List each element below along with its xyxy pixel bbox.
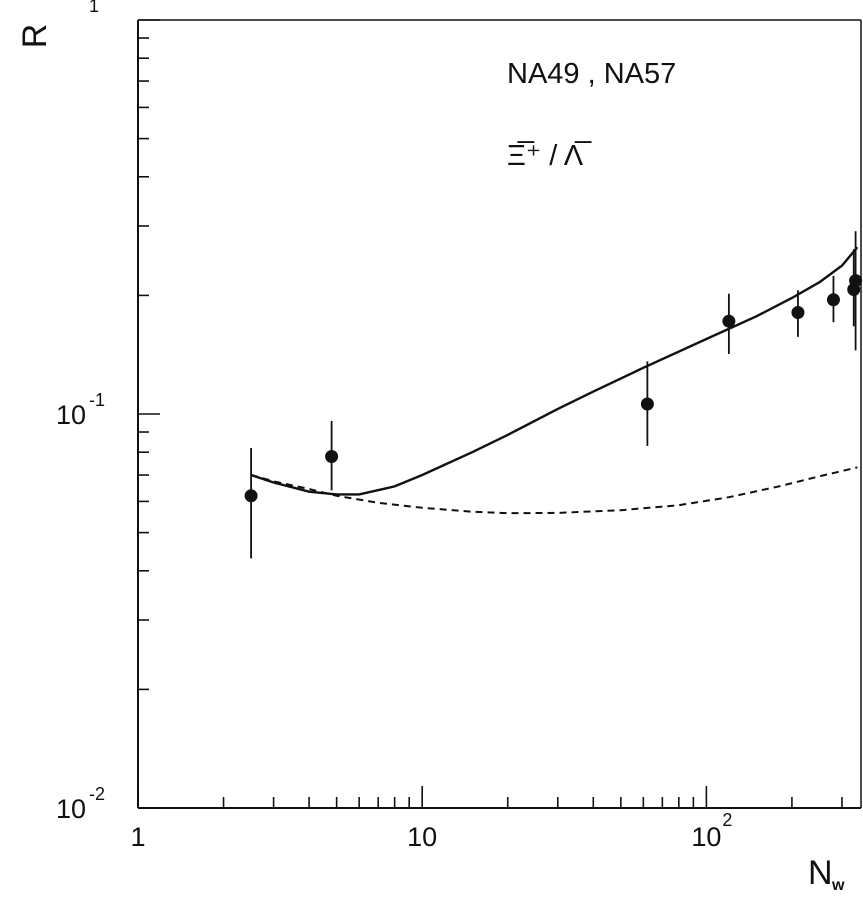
x-tick-label-exponent: 2 bbox=[722, 810, 732, 830]
model-curves bbox=[250, 246, 859, 515]
x-tick-label: 10 bbox=[407, 822, 437, 852]
point-marker bbox=[244, 489, 258, 503]
y-tick-label-exponent: -1 bbox=[89, 390, 105, 410]
solid-curve bbox=[250, 246, 859, 496]
point-marker bbox=[640, 397, 654, 411]
y-axis-label: R bbox=[16, 24, 54, 49]
data-point bbox=[722, 293, 736, 354]
plot-frame bbox=[137, 19, 862, 809]
axis-ticks bbox=[137, 19, 843, 809]
data-point bbox=[244, 447, 258, 559]
point-marker bbox=[722, 314, 736, 328]
y-tick-label-base: 10 bbox=[56, 400, 86, 430]
data-point bbox=[640, 361, 654, 446]
y-tick-label-exponent: 1 bbox=[89, 0, 99, 16]
data-point bbox=[849, 231, 863, 351]
y-tick-label-exponent: -2 bbox=[89, 784, 105, 804]
y-tick-label: 10 -1 bbox=[56, 390, 105, 430]
data-point bbox=[325, 420, 339, 491]
ratio-label: Ξ̅⁺ / Λ̅ bbox=[507, 140, 592, 172]
data-point bbox=[847, 249, 861, 327]
x-tick-label-base: 1 bbox=[130, 822, 145, 852]
x-axis-label-subscript: w bbox=[831, 877, 845, 894]
x-axis-label: N w bbox=[808, 854, 845, 894]
point-marker bbox=[325, 450, 339, 464]
data-point bbox=[791, 290, 805, 337]
x-tick-label-base: 10 bbox=[691, 822, 721, 852]
y-tick-label: 1 bbox=[89, 0, 99, 16]
point-marker bbox=[791, 305, 805, 319]
dashed-curve bbox=[250, 466, 858, 515]
x-tick-label: 102 bbox=[691, 810, 732, 852]
x-tick-label-base: 10 bbox=[407, 822, 437, 852]
experiment-label: NA49 , NA57 bbox=[507, 58, 676, 90]
y-tick-label-base: 10 bbox=[56, 794, 86, 824]
data-points bbox=[244, 231, 863, 559]
x-axis-label-main: N bbox=[808, 854, 833, 892]
data-point bbox=[826, 276, 840, 323]
point-marker bbox=[826, 293, 840, 307]
point-marker bbox=[849, 274, 863, 288]
y-tick-label: 10 -2 bbox=[56, 784, 105, 824]
x-tick-label: 1 bbox=[130, 822, 145, 852]
